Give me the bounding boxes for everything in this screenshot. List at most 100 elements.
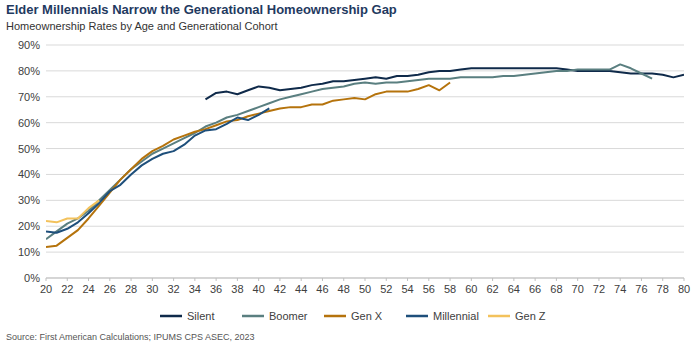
x-tick <box>386 278 387 281</box>
x-tick-label: 68 <box>550 283 562 295</box>
x-tick-label: 28 <box>125 283 137 295</box>
legend-swatch <box>324 315 346 318</box>
x-tick-label: 66 <box>529 283 541 295</box>
source: Source: First American Calculations; IPU… <box>6 332 255 342</box>
y-tick-label: 50% <box>18 143 40 155</box>
x-tick-label: 46 <box>316 283 328 295</box>
series-line <box>46 200 99 222</box>
legend-swatch <box>406 315 428 318</box>
x-tick <box>343 278 344 281</box>
grid-line <box>46 148 684 149</box>
legend-label: Millennial <box>433 310 479 322</box>
x-tick <box>598 278 599 281</box>
chart: Elder Millennials Narrow the Generationa… <box>0 0 695 347</box>
x-tick-label: 42 <box>274 283 286 295</box>
legend-label: Gen X <box>351 310 383 322</box>
x-tick-label: 36 <box>210 283 222 295</box>
legend-label: Silent <box>187 310 215 322</box>
x-tick <box>109 278 110 281</box>
x-tick-label: 32 <box>167 283 179 295</box>
x-tick-label: 78 <box>657 283 669 295</box>
x-tick-label: 20 <box>40 283 52 295</box>
series-line <box>206 68 685 99</box>
subtitle: Homeownership Rates by Age and Generatio… <box>6 20 278 32</box>
x-tick-label: 62 <box>486 283 498 295</box>
x-tick-label: 58 <box>444 283 456 295</box>
x-tick-label: 80 <box>678 283 690 295</box>
y-tick-label: 10% <box>18 246 40 258</box>
x-tick-label: 38 <box>231 283 243 295</box>
grid-line <box>46 122 684 123</box>
x-tick <box>131 278 132 281</box>
x-tick <box>556 278 557 281</box>
grid-line <box>46 96 684 97</box>
x-tick <box>46 278 47 281</box>
x-tick-label: 76 <box>635 283 647 295</box>
series-line <box>46 108 269 232</box>
legend-label: Gen Z <box>515 310 546 322</box>
x-tick <box>471 278 472 281</box>
x-tick-label: 22 <box>61 283 73 295</box>
x-tick-label: 40 <box>253 283 265 295</box>
x-tick <box>152 278 153 281</box>
x-tick <box>407 278 408 281</box>
x-tick <box>535 278 536 281</box>
x-tick <box>301 278 302 281</box>
x-tick <box>216 278 217 281</box>
x-tick <box>322 278 323 281</box>
legend-swatch <box>242 315 264 318</box>
grid-line <box>46 252 684 253</box>
x-tick-label: 64 <box>508 283 520 295</box>
legend-swatch <box>160 315 182 318</box>
x-tick <box>641 278 642 281</box>
x-tick-label: 24 <box>82 283 94 295</box>
x-tick <box>450 278 451 281</box>
x-tick <box>88 278 89 281</box>
x-tick-label: 74 <box>614 283 626 295</box>
x-tick <box>194 278 195 281</box>
series-line <box>46 83 450 247</box>
grid-line <box>46 45 684 46</box>
x-tick <box>513 278 514 281</box>
x-tick-label: 48 <box>338 283 350 295</box>
y-tick-label: 70% <box>18 91 40 103</box>
x-tick-label: 30 <box>146 283 158 295</box>
x-tick-label: 52 <box>380 283 392 295</box>
x-tick-label: 50 <box>359 283 371 295</box>
x-tick <box>279 278 280 281</box>
x-tick-label: 26 <box>104 283 116 295</box>
x-tick-label: 60 <box>465 283 477 295</box>
x-tick <box>492 278 493 281</box>
grid-line <box>46 226 684 227</box>
legend-label: Boomer <box>269 310 308 322</box>
x-tick-label: 44 <box>295 283 307 295</box>
x-tick <box>577 278 578 281</box>
x-tick <box>258 278 259 281</box>
x-tick <box>67 278 68 281</box>
y-tick-label: 90% <box>18 39 40 51</box>
y-tick-label: 40% <box>18 168 40 180</box>
y-tick-label: 0% <box>24 272 40 284</box>
grid-line <box>46 200 684 201</box>
y-tick-label: 80% <box>18 65 40 77</box>
series-line <box>46 64 652 239</box>
x-tick <box>365 278 366 281</box>
x-tick-label: 56 <box>423 283 435 295</box>
x-tick-label: 72 <box>593 283 605 295</box>
x-tick <box>237 278 238 281</box>
x-tick <box>173 278 174 281</box>
x-tick <box>620 278 621 281</box>
x-tick <box>684 278 685 281</box>
x-tick-label: 54 <box>401 283 413 295</box>
grid-line <box>46 174 684 175</box>
legend-swatch <box>488 315 510 318</box>
plot-area <box>46 64 684 247</box>
legend: Silent Boomer Gen X Millennial Gen Z <box>160 310 546 322</box>
y-tick-label: 30% <box>18 194 40 206</box>
title: Elder Millennials Narrow the Generationa… <box>6 2 397 17</box>
x-tick-label: 70 <box>572 283 584 295</box>
x-tick <box>662 278 663 281</box>
y-tick-label: 60% <box>18 117 40 129</box>
y-tick-label: 20% <box>18 220 40 232</box>
x-tick-label: 34 <box>189 283 201 295</box>
